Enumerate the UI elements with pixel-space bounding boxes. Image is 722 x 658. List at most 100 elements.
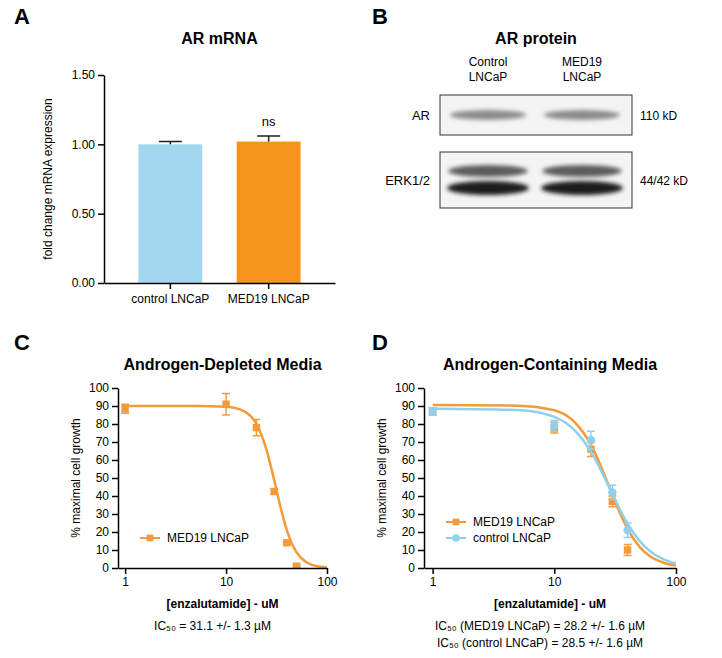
tick-mark xyxy=(676,568,678,574)
error-bar xyxy=(429,408,437,415)
error-bar xyxy=(429,408,437,415)
error-bar xyxy=(121,404,129,413)
bar xyxy=(237,142,301,283)
point xyxy=(253,424,260,431)
point xyxy=(283,539,290,546)
band-label: ERK1/2 xyxy=(385,173,430,188)
legend-label: MED19 LNCaP xyxy=(167,531,249,545)
tick-mark xyxy=(112,550,118,552)
tick-label: 90 xyxy=(402,399,416,413)
tick: 10 xyxy=(548,568,562,589)
band xyxy=(541,181,623,195)
fit-line xyxy=(433,409,676,564)
error-bar xyxy=(222,393,230,415)
tick-label: 20 xyxy=(96,525,110,539)
tick-mark xyxy=(98,144,104,146)
tick-label: 70 xyxy=(402,435,416,449)
panel-label: D xyxy=(372,330,388,355)
figure-svg: AAR mRNA0.000.501.001.50control LNCaPMED… xyxy=(0,0,722,658)
tick: 90 xyxy=(96,399,118,413)
tick: 100 xyxy=(89,381,118,395)
tick-label: 40 xyxy=(96,489,110,503)
y-axis: 0102030405060708090100 xyxy=(395,381,425,575)
tick: 10 xyxy=(220,568,234,589)
tick-label: 100 xyxy=(666,575,686,589)
tick-mark xyxy=(112,514,118,516)
tick: 90 xyxy=(402,399,424,413)
point xyxy=(121,405,128,412)
tick-label: 0.50 xyxy=(72,207,96,221)
tick: 80 xyxy=(96,417,118,431)
tick-label: 40 xyxy=(402,489,416,503)
tick: 10 xyxy=(402,543,424,557)
point xyxy=(550,422,558,430)
legend: MED19 LNCaP xyxy=(140,531,249,545)
chart-title: Androgen-Depleted Media xyxy=(123,356,321,373)
tick-label: 80 xyxy=(402,417,416,431)
point xyxy=(623,526,631,534)
tick-label: 100 xyxy=(395,381,415,395)
tick-mark xyxy=(98,213,104,215)
lane-label: Control xyxy=(469,55,508,69)
tick: 10 xyxy=(96,543,118,557)
tick: 50 xyxy=(96,471,118,485)
tick-mark xyxy=(554,568,556,574)
lane-label: MED19 xyxy=(562,55,602,69)
tick: 20 xyxy=(402,525,424,539)
x-axis-title: [enzalutamide] - uM xyxy=(166,597,278,611)
tick-mark xyxy=(112,496,118,498)
tick-label: 50 xyxy=(402,471,416,485)
tick-label: 20 xyxy=(402,525,416,539)
tick-mark xyxy=(112,388,118,390)
chart-title: AR mRNA xyxy=(181,30,258,47)
tick: 80 xyxy=(402,417,424,431)
tick: 100 xyxy=(666,568,686,589)
point xyxy=(587,436,595,444)
tick: 60 xyxy=(96,453,118,467)
band xyxy=(544,110,620,120)
tick: 20 xyxy=(96,525,118,539)
tick-label: 0.00 xyxy=(72,276,96,290)
error-bar xyxy=(624,523,632,537)
error-bar xyxy=(624,545,632,556)
tick-label: MED19 LNCaP xyxy=(228,292,310,306)
tick-label: 10 xyxy=(220,575,234,589)
tick-mark xyxy=(418,424,424,426)
tick-label: 1 xyxy=(122,575,129,589)
point xyxy=(428,407,436,415)
y-axis-line xyxy=(104,76,106,284)
annotation: IC₅₀ (MED19 LNCaP) = 28.2 +/- 1.6 µM xyxy=(435,619,645,633)
tick-mark xyxy=(112,568,118,570)
fit-line xyxy=(433,405,676,565)
tick: 100 xyxy=(395,381,424,395)
tick: 70 xyxy=(402,435,424,449)
tick-mark xyxy=(418,514,424,516)
tick-mark xyxy=(418,442,424,444)
tick-mark xyxy=(112,424,118,426)
x-axis-line xyxy=(425,568,677,570)
band-size: 110 kD xyxy=(640,109,677,123)
blot-title: AR protein xyxy=(495,30,577,47)
tick: control LNCaP xyxy=(131,283,209,306)
lane-label: LNCaP xyxy=(469,70,508,84)
band-size: 44/42 kD xyxy=(640,174,688,188)
x-axis-line xyxy=(105,283,336,285)
lane-label: LNCaP xyxy=(563,70,602,84)
plot-marks xyxy=(428,405,676,565)
tick-label: 1.50 xyxy=(72,68,96,82)
tick-label: 1.00 xyxy=(72,138,96,152)
annotation: IC₅₀ = 31.1 +/- 1.3 µM xyxy=(154,619,271,633)
tick-mark xyxy=(418,568,424,570)
legend-marker xyxy=(147,535,154,542)
x-axis: control LNCaP MED19 LNCaP xyxy=(105,283,336,306)
figure: AAR mRNA0.000.501.001.50control LNCaPMED… xyxy=(0,0,722,658)
error-bar xyxy=(257,136,280,142)
tick-label: 80 xyxy=(96,417,110,431)
tick: 1.00 xyxy=(72,138,104,152)
panel-label: B xyxy=(372,4,388,29)
blot-box xyxy=(440,152,632,208)
tick-mark xyxy=(418,460,424,462)
tick-label: control LNCaP xyxy=(131,292,209,306)
tick-mark xyxy=(418,406,424,408)
tick: 60 xyxy=(402,453,424,467)
